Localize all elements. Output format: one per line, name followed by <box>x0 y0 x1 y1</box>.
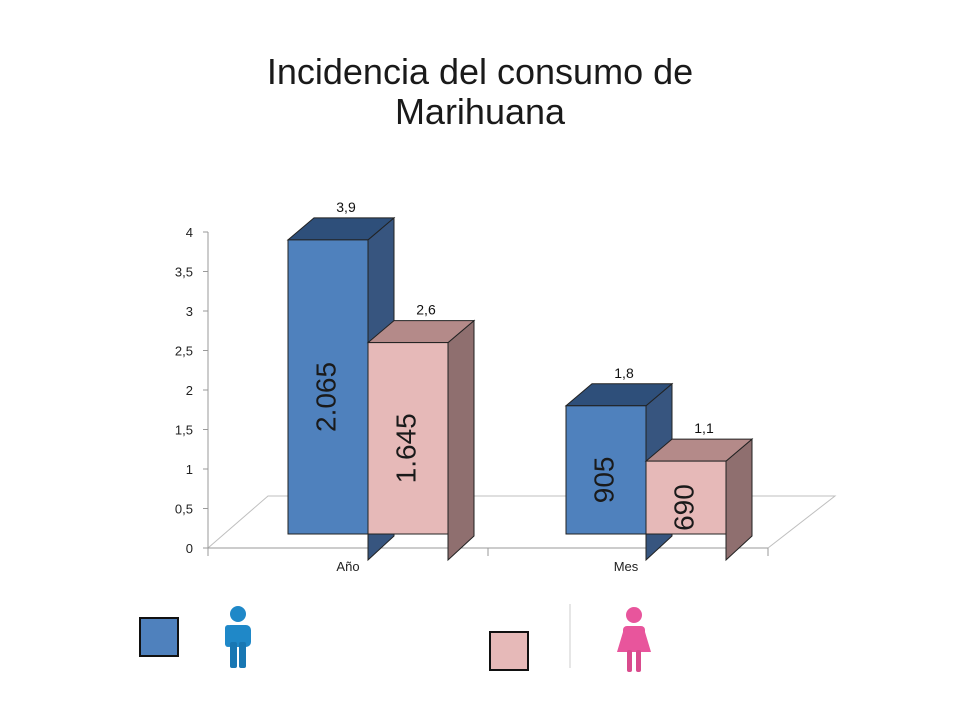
legend <box>139 604 651 672</box>
bar-side <box>447 319 475 562</box>
bar: 2,6 1.645 <box>366 302 476 562</box>
y-tick-label: 3,5 <box>175 265 193 280</box>
female-person-icon <box>617 607 651 672</box>
chart-title-line-1: Incidencia del consumo de <box>267 51 693 92</box>
bar-front <box>287 239 369 535</box>
y-tick-label: 0 <box>186 541 193 556</box>
bar: 1,1 690 <box>644 420 754 562</box>
y-tick-label: 1,5 <box>175 423 193 438</box>
y-tick-label: 3 <box>186 304 193 319</box>
category-label: Mes <box>614 559 639 574</box>
bar-value-label: 3,9 <box>336 199 356 215</box>
bars: 3,9 2.065 2,6 1.645 1,8 905 1,1 690 <box>286 199 754 562</box>
bar-inner-label: 1.645 <box>390 413 421 483</box>
bar-inner-label: 690 <box>668 484 699 531</box>
chart-title-line-2: Marihuana <box>395 91 566 132</box>
bar-inner-label: 905 <box>588 457 619 504</box>
bar-front <box>367 342 449 535</box>
plot-area: 0 0,5 1 1,5 2 2,5 3 3,5 4 3,9 2.065 2,6 1.645 1,8 905… <box>175 199 837 574</box>
legend-swatch-female <box>489 631 529 671</box>
bar-inner-label: 2.065 <box>310 362 341 432</box>
y-tick-label: 2 <box>186 383 193 398</box>
bar-front <box>645 460 727 535</box>
male-person-icon <box>225 606 251 668</box>
legend-swatch-male <box>139 617 179 657</box>
y-tick-label: 4 <box>186 225 193 240</box>
y-ticks: 0 0,5 1 1,5 2 2,5 3 3,5 4 <box>175 225 208 556</box>
bar-value-label: 2,6 <box>416 302 436 318</box>
bar-value-label: 1,1 <box>694 420 714 436</box>
y-tick-label: 1 <box>186 462 193 477</box>
bar-front <box>565 405 647 535</box>
bar-value-label: 1,8 <box>614 365 634 381</box>
category-labels: Año Mes <box>336 559 638 574</box>
y-tick-label: 2,5 <box>175 344 193 359</box>
y-tick-label: 0,5 <box>175 502 193 517</box>
category-label: Año <box>336 559 359 574</box>
